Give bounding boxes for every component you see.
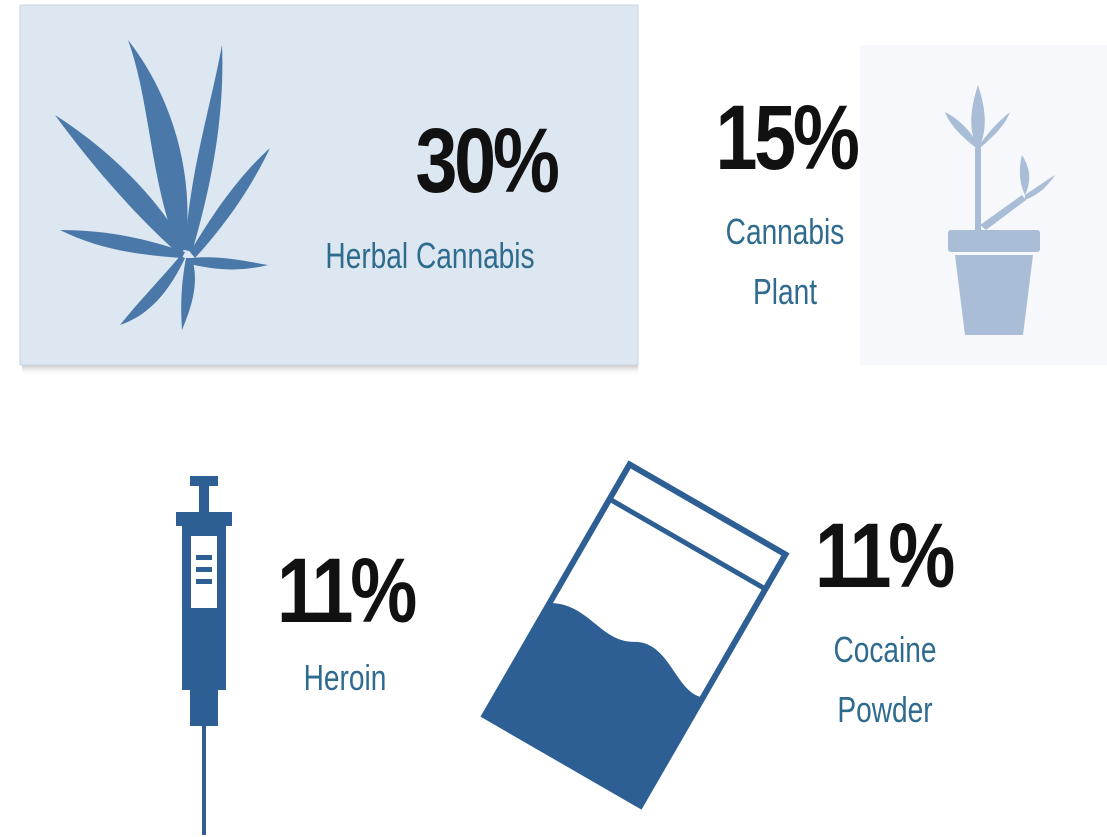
percent-value: 11%	[815, 505, 955, 607]
item-label: Heroin	[303, 657, 387, 698]
percent-value: 15%	[715, 87, 859, 189]
syringe-icon	[176, 476, 232, 835]
item-label: Cocaine Powder	[833, 629, 937, 730]
bag-icon	[480, 460, 790, 810]
leaf-icon	[55, 40, 270, 330]
plant-icon	[945, 85, 1055, 335]
percent-value: 30%	[415, 110, 559, 212]
item-label: Cannabis Plant	[725, 211, 845, 312]
item-label: Herbal Cannabis	[325, 235, 535, 276]
percent-value: 11%	[277, 540, 417, 642]
